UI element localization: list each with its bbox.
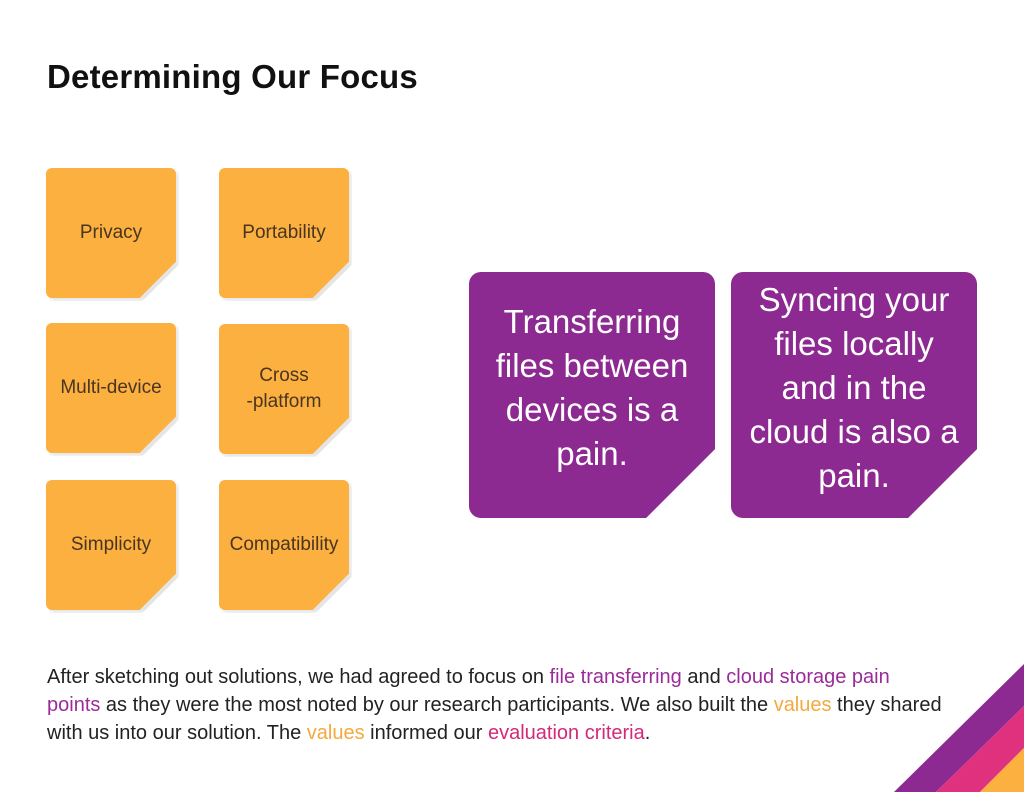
summary-text: . [644, 722, 651, 744]
corner-stripe-purple [894, 664, 1024, 792]
highlight-file-transferring: file transferring [549, 666, 682, 688]
pain-point-note-transferring: Transferring files between devices is a … [469, 272, 715, 518]
highlight-values: values [773, 694, 832, 716]
value-note-label: Simplicity [70, 534, 152, 555]
value-note-multi-device: Multi-device [46, 323, 176, 453]
summary-text: After sketching out solutions, we had ag… [47, 666, 550, 688]
value-note-simplicity: Simplicity [46, 480, 176, 610]
pain-point-text: Transferring files between devices is a … [495, 303, 689, 472]
corner-stripe-orange [980, 748, 1024, 792]
summary-text: they shared with us into our solution. T… [47, 694, 942, 744]
summary-text: and [681, 666, 727, 688]
corner-stripe-pink [936, 706, 1024, 792]
slide-title: Determining Our Focus [47, 58, 418, 95]
value-note-portability: Portability [219, 168, 349, 298]
highlight-cloud-storage: cloud storage pain points [47, 666, 890, 716]
corner-decoration [894, 664, 1024, 792]
value-note-privacy: Privacy [46, 168, 176, 298]
summary-text: informed our [364, 722, 488, 744]
value-note-label: Cross -platform [246, 365, 322, 412]
value-note-cross-platform: Cross -platform [219, 324, 349, 454]
value-note-label: Compatibility [229, 534, 339, 555]
pain-point-note-syncing: Syncing your files locally and in the cl… [731, 272, 977, 518]
summary-text: as they were the most noted by our resea… [100, 694, 774, 716]
value-note-label: Privacy [79, 222, 143, 243]
value-note-label: Multi-device [60, 377, 162, 398]
value-note-label: Portability [242, 222, 326, 243]
pain-point-text: Syncing your files locally and in the cl… [749, 281, 959, 494]
highlight-evaluation-criteria: evaluation criteria [487, 722, 645, 744]
summary-paragraph: After sketching out solutions, we had ag… [47, 663, 947, 747]
highlight-values: values [306, 722, 365, 744]
value-note-compatibility: Compatibility [219, 480, 349, 610]
